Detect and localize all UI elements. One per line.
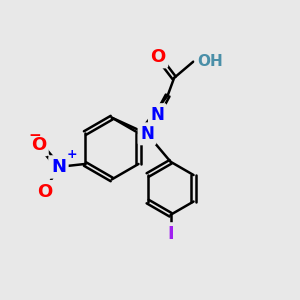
- Text: I: I: [167, 225, 174, 243]
- Text: OH: OH: [197, 54, 223, 69]
- Text: N: N: [51, 158, 66, 176]
- Text: +: +: [67, 148, 77, 161]
- Text: N: N: [150, 106, 164, 124]
- Text: O: O: [150, 48, 166, 66]
- Text: O: O: [38, 183, 53, 201]
- Text: N: N: [140, 125, 154, 143]
- Text: O: O: [31, 136, 46, 154]
- Text: −: −: [28, 128, 41, 143]
